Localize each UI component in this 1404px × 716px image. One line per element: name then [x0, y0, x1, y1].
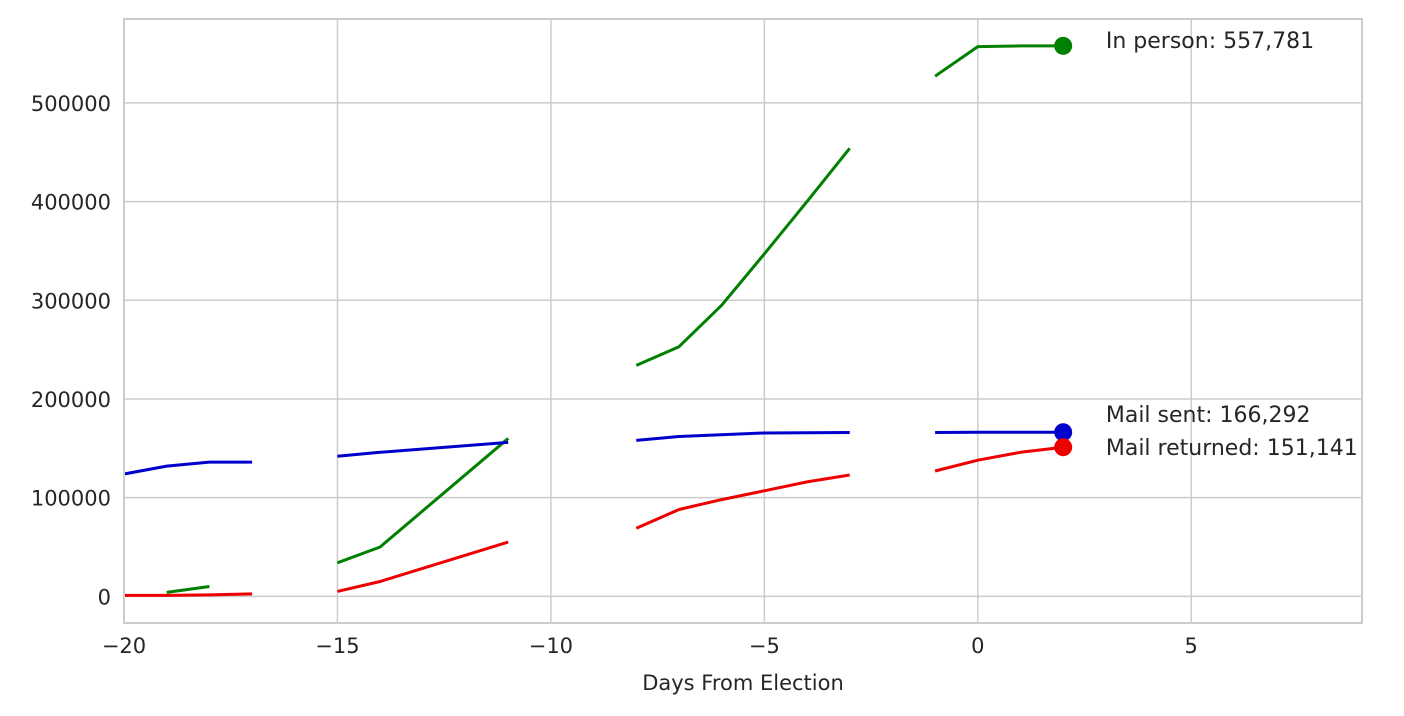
mail-returned-line-segment: [934, 445, 1064, 473]
plot-series: [123, 36, 1073, 597]
mail-sent-end-label: Mail sent: 166,292: [1106, 403, 1311, 428]
mail-returned-end-label: Mail returned: 151,141: [1106, 436, 1358, 461]
in-person-line-segment: [635, 147, 851, 367]
series-in-person: [166, 36, 1073, 594]
in-person-line-segment: [166, 585, 210, 594]
x-axis-ticks: −20 −15 −10 −5 0 5: [102, 634, 1198, 658]
grid: [123, 19, 1362, 623]
mail-sent-end-marker: [1054, 423, 1073, 442]
y-tick-label: 400000: [31, 191, 111, 215]
x-tick-label: −15: [315, 634, 359, 658]
mail-sent-line-segment: [636, 431, 850, 442]
x-tick-label: −20: [102, 634, 146, 658]
mail-returned-line-segment: [635, 473, 850, 530]
x-tick-label: −10: [529, 634, 573, 658]
y-tick-label: 200000: [31, 388, 111, 412]
plot-frame: [123, 18, 1363, 624]
in-person-line-segment: [336, 437, 510, 565]
y-tick-label: 0: [98, 585, 111, 609]
y-axis-ticks: 0 100000 200000 300000 400000 500000: [31, 92, 111, 609]
end-labels: In person: 557,781 Mail sent: 166,292 Mail…: [1106, 29, 1358, 461]
mail-returned-line-segment: [337, 540, 509, 593]
x-tick-label: 5: [1185, 634, 1198, 658]
in-person-end-label: In person: 557,781: [1106, 29, 1314, 54]
mail-sent-line-segment: [337, 440, 509, 458]
mail-sent-line-segment: [123, 460, 253, 476]
series-mail-returned: [124, 438, 1073, 597]
x-tick-label: 0: [971, 634, 984, 658]
in-person-end-marker: [1054, 36, 1073, 55]
y-tick-label: 500000: [31, 92, 111, 116]
in-person-line-segment: [934, 44, 1064, 78]
y-tick-label: 300000: [31, 289, 111, 313]
y-tick-label: 100000: [31, 487, 111, 511]
mail-returned-line-segment: [124, 592, 253, 597]
mail-returned-end-marker: [1054, 438, 1073, 457]
x-tick-label: −5: [749, 634, 780, 658]
series-mail-sent: [123, 423, 1073, 476]
x-axis-label: Days From Election: [642, 671, 844, 695]
